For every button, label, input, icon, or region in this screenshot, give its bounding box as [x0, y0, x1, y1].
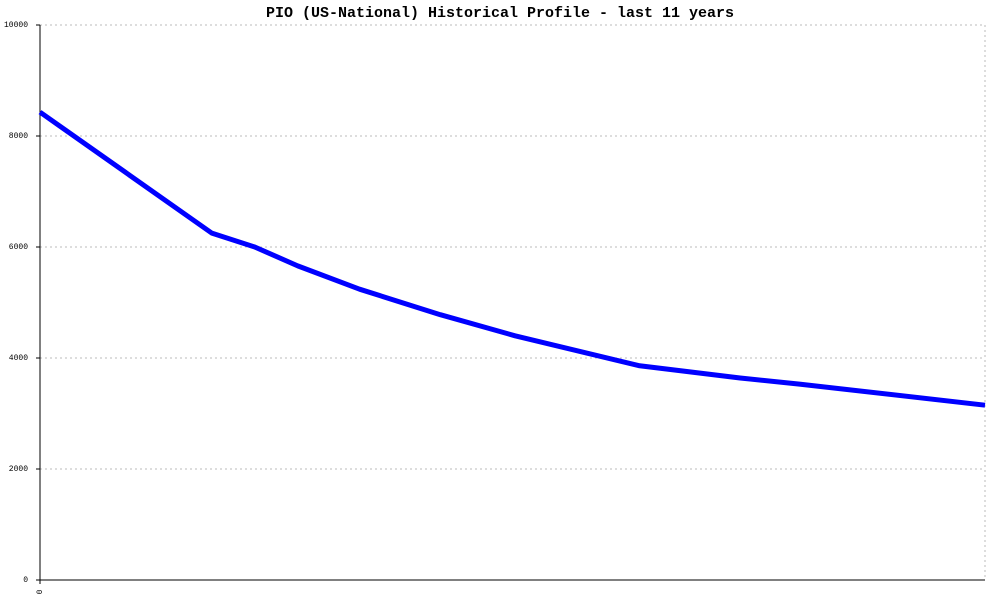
y-tick-label: 4000 [9, 354, 28, 363]
chart-title: PIO (US-National) Historical Profile - l… [266, 5, 734, 22]
x-tick-label: 0 [36, 589, 45, 594]
y-tick-label: 0 [23, 576, 28, 585]
y-tick-label: 6000 [9, 243, 28, 252]
y-tick-label: 8000 [9, 132, 28, 141]
y-tick-label: 10000 [4, 21, 28, 30]
y-tick-label: 2000 [9, 465, 28, 474]
line [38, 110, 986, 408]
